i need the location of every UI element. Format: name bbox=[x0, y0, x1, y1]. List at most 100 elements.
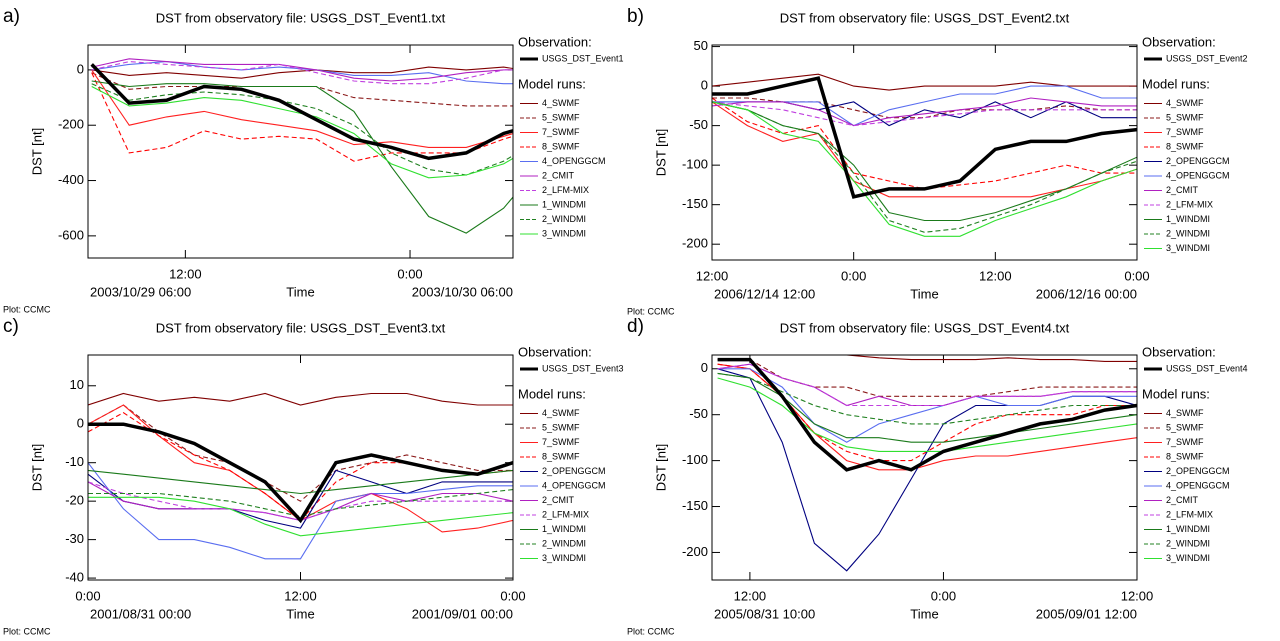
y-tick-label: -100 bbox=[682, 452, 708, 467]
y-axis-label: DST [nt] bbox=[653, 444, 668, 491]
y-tick-label: -150 bbox=[682, 498, 708, 513]
legend-label: 5_SWMF bbox=[1166, 112, 1204, 122]
start-date: 2001/08/31 00:00 bbox=[90, 606, 191, 621]
series-line bbox=[712, 101, 1137, 222]
y-tick-label: -600 bbox=[58, 227, 84, 242]
legend-label: 2_OPENGGCM bbox=[1166, 466, 1230, 476]
end-date: 2003/10/30 06:00 bbox=[412, 284, 513, 299]
legend-label: 2_WINDMI bbox=[1166, 538, 1210, 548]
legend-label: 1_WINDMI bbox=[1166, 524, 1210, 534]
legend-label: 7_SWMF bbox=[1166, 437, 1204, 447]
legend-label: USGS_DST_Event4 bbox=[1166, 363, 1248, 373]
y-tick-label: 0 bbox=[77, 416, 84, 431]
legend-label: 8_SWMF bbox=[542, 141, 580, 151]
legend-label: 8_SWMF bbox=[542, 451, 580, 461]
legend-label: 2_WINDMI bbox=[542, 214, 586, 224]
legend-label: 3_WINDMI bbox=[1166, 243, 1210, 253]
x-tick-label: 0:00 bbox=[841, 268, 866, 283]
legend-label: 4_OPENGGCM bbox=[1166, 170, 1230, 180]
legend-label: 7_SWMF bbox=[1166, 127, 1204, 137]
legend-label: 5_SWMF bbox=[1166, 422, 1204, 432]
x-axis-label: Time bbox=[910, 286, 938, 301]
legend-label: 2_WINDMI bbox=[1166, 228, 1210, 238]
series-line bbox=[91, 61, 513, 85]
credit: Plot: CCMC bbox=[627, 306, 675, 316]
series-line bbox=[90, 63, 513, 161]
legend-label: 2_OPENGGCM bbox=[1166, 156, 1230, 166]
x-axis-label: Time bbox=[286, 606, 314, 621]
legend-model-title: Model runs: bbox=[1142, 76, 1210, 91]
chart-title: DST from observatory file: USGS_DST_Even… bbox=[780, 320, 1070, 335]
credit: Plot: CCMC bbox=[3, 304, 51, 314]
end-date: 2005/09/01 12:00 bbox=[1036, 606, 1137, 621]
legend-label: 3_WINDMI bbox=[542, 228, 586, 238]
legend-label: 4_SWMF bbox=[542, 408, 580, 418]
legend-label: 2_LFM-MIX bbox=[542, 509, 589, 519]
x-axis-label: Time bbox=[286, 284, 314, 299]
legend-label: 5_SWMF bbox=[542, 112, 580, 122]
legend-observation-title: Observation: bbox=[518, 344, 592, 359]
x-tick-label: 0:00 bbox=[500, 588, 525, 603]
y-tick-label: 0 bbox=[701, 78, 708, 93]
legend-label: 2_OPENGGCM bbox=[542, 466, 606, 476]
legend-label: 1_WINDMI bbox=[1166, 214, 1210, 224]
y-tick-label: -400 bbox=[58, 172, 84, 187]
chart-title: DST from observatory file: USGS_DST_Even… bbox=[156, 10, 446, 25]
credit: Plot: CCMC bbox=[3, 626, 51, 636]
legend-observation-title: Observation: bbox=[1142, 34, 1216, 49]
legend-label: 4_SWMF bbox=[1166, 98, 1204, 108]
x-tick-label: 12:00 bbox=[979, 268, 1012, 283]
end-date: 2006/12/16 00:00 bbox=[1036, 286, 1137, 301]
legend-label: 3_WINDMI bbox=[1166, 553, 1210, 563]
legend-label: 8_SWMF bbox=[1166, 141, 1204, 151]
panel-label: d) bbox=[627, 316, 644, 337]
series-line bbox=[717, 368, 1137, 572]
series-line bbox=[91, 80, 513, 234]
x-tick-label: 12:00 bbox=[169, 266, 202, 281]
series-line bbox=[717, 363, 1137, 407]
start-date: 2005/08/31 10:00 bbox=[714, 606, 815, 621]
x-tick-label: 12:00 bbox=[1121, 588, 1154, 603]
y-axis-label: DST [nt] bbox=[29, 128, 44, 175]
legend-label: 5_SWMF bbox=[542, 422, 580, 432]
panel-label: c) bbox=[3, 316, 19, 337]
legend-label: 4_OPENGGCM bbox=[542, 480, 606, 490]
legend-label: 7_SWMF bbox=[542, 127, 580, 137]
series-line bbox=[91, 72, 513, 162]
legend-label: 2_CMIT bbox=[1166, 495, 1199, 505]
legend-label: 2_LFM-MIX bbox=[1166, 199, 1213, 209]
y-tick-label: 50 bbox=[694, 38, 708, 53]
series-line bbox=[712, 101, 1137, 237]
chart-title: DST from observatory file: USGS_DST_Even… bbox=[780, 10, 1070, 25]
series-line bbox=[91, 83, 513, 176]
x-tick-label: 12:00 bbox=[284, 588, 317, 603]
y-tick-label: -50 bbox=[689, 406, 708, 421]
series-line bbox=[717, 372, 1137, 443]
series-line bbox=[91, 86, 513, 179]
series-line bbox=[88, 392, 513, 406]
series-line bbox=[712, 85, 1137, 127]
y-tick-label: -50 bbox=[689, 117, 708, 132]
legend-label: 3_WINDMI bbox=[542, 553, 586, 563]
legend-label: 1_WINDMI bbox=[542, 199, 586, 209]
legend-label: 4_SWMF bbox=[542, 98, 580, 108]
series-line bbox=[88, 404, 513, 502]
end-date: 2001/09/01 00:00 bbox=[412, 606, 513, 621]
series-line bbox=[717, 363, 1137, 471]
series-line bbox=[712, 101, 1137, 198]
y-tick-label: -40 bbox=[65, 570, 84, 585]
x-axis-label: Time bbox=[910, 606, 938, 621]
legend-model-title: Model runs: bbox=[1142, 386, 1210, 401]
legend-label: 2_CMIT bbox=[542, 170, 575, 180]
panel-label: b) bbox=[627, 6, 644, 27]
legend-label: 2_LFM-MIX bbox=[1166, 509, 1213, 519]
series-line bbox=[91, 69, 513, 148]
legend-label: 4_SWMF bbox=[1166, 408, 1204, 418]
series-line bbox=[88, 462, 513, 560]
series-line bbox=[88, 404, 513, 533]
y-tick-label: -200 bbox=[682, 544, 708, 559]
series-line bbox=[717, 355, 1137, 362]
x-tick-label: 0:00 bbox=[397, 266, 422, 281]
plot-frame bbox=[711, 44, 1138, 261]
y-tick-label: -10 bbox=[65, 454, 84, 469]
